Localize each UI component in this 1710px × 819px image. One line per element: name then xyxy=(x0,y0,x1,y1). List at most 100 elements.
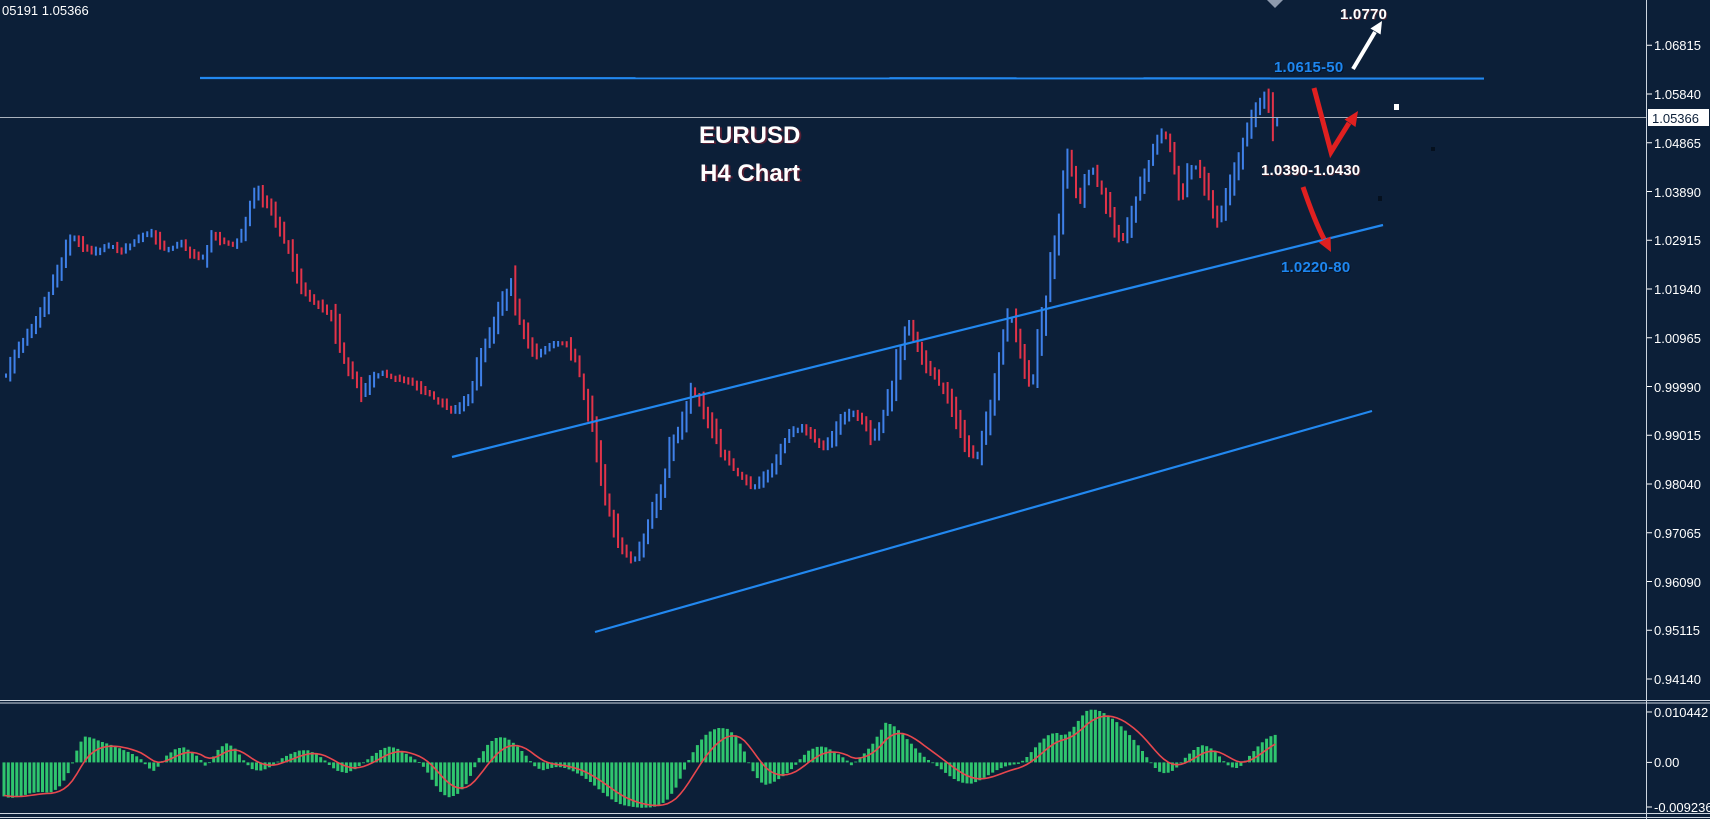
osma-histogram-bar xyxy=(1076,720,1080,763)
osma-histogram-bar xyxy=(832,751,836,763)
annotation-resistance-zone[interactable]: 1.0615-50 xyxy=(1274,59,1344,76)
osma-histogram-bar xyxy=(884,722,888,763)
osma-histogram-bar xyxy=(648,762,652,808)
osma-histogram-bar xyxy=(862,753,866,763)
osma-histogram-bar xyxy=(653,762,657,807)
osma-histogram-bar xyxy=(1141,751,1144,763)
osma-histogram-bar xyxy=(190,752,194,763)
osma-histogram-bar xyxy=(362,762,365,764)
osma-histogram-bar xyxy=(683,762,686,770)
osma-histogram-bar xyxy=(948,762,952,777)
price-tick-label: 0.95115 xyxy=(1654,623,1701,639)
osma-histogram-bar xyxy=(36,762,40,793)
osma-histogram-bar xyxy=(597,762,601,790)
osma-histogram-bar xyxy=(969,762,973,784)
osma-histogram-bar xyxy=(327,762,331,765)
osma-histogram-bar xyxy=(1145,757,1149,763)
osma-histogram-bar xyxy=(460,762,464,790)
osma-histogram-bar xyxy=(302,750,306,763)
osma-histogram-bar xyxy=(785,762,789,774)
osma-histogram-bar xyxy=(306,750,310,763)
osma-histogram-bar xyxy=(1012,762,1016,765)
channel-upper-line[interactable] xyxy=(451,223,1384,459)
osma-histogram-bar xyxy=(100,742,104,763)
osma-histogram-bar xyxy=(135,756,139,763)
channel-lower-line[interactable] xyxy=(594,409,1373,634)
price-tick-label: 1.06815 xyxy=(1654,38,1701,54)
red-down-arrow[interactable] xyxy=(1300,186,1331,252)
osma-histogram-bar xyxy=(6,762,10,798)
osma-histogram-bar xyxy=(520,751,524,763)
osma-histogram-bar xyxy=(113,746,117,763)
osma-histogram-bar xyxy=(1192,750,1196,763)
annotation-target-price[interactable]: 1.0770 xyxy=(1340,6,1388,23)
osma-histogram-bar xyxy=(661,762,665,803)
osma-histogram-bar xyxy=(41,762,44,793)
osma-histogram-bar xyxy=(417,762,421,763)
osma-histogram-bar xyxy=(631,762,635,807)
osma-histogram-bar xyxy=(952,762,956,779)
horizontal-resistance-line[interactable] xyxy=(199,76,1485,80)
osma-histogram-bar xyxy=(451,762,455,796)
chart-shift-marker-icon[interactable] xyxy=(1267,0,1283,8)
osma-histogram-bar xyxy=(614,762,618,802)
osma-histogram-bar xyxy=(610,762,614,800)
current-price-label: 1.05366 xyxy=(1652,111,1699,126)
osma-histogram-bar xyxy=(1132,739,1136,763)
osma-histogram-bar xyxy=(464,762,468,785)
osma-histogram-bar xyxy=(370,755,374,763)
osma-histogram-bar xyxy=(897,730,900,763)
osma-histogram-bar xyxy=(1068,731,1072,763)
osma-histogram-bar xyxy=(1158,762,1162,772)
osma-histogram-bar xyxy=(516,746,520,763)
osma-histogram-bar xyxy=(695,745,699,763)
osma-histogram-bar xyxy=(332,762,336,769)
osma-histogram-bar xyxy=(1213,751,1217,763)
osma-histogram-bar xyxy=(15,762,19,798)
osma-histogram-bar xyxy=(935,762,939,767)
osma-histogram-bar xyxy=(550,762,554,768)
osma-histogram-bar xyxy=(1123,730,1127,763)
osma-histogram-bar xyxy=(374,752,378,763)
osma-histogram-bar xyxy=(88,737,92,763)
white-up-arrow[interactable] xyxy=(1351,21,1382,71)
osma-histogram-bar xyxy=(1273,734,1277,763)
annotation-support-zone-1[interactable]: 1.0390-1.0430 xyxy=(1261,162,1361,179)
osma-histogram-bar xyxy=(336,762,340,771)
candlestick-series xyxy=(5,88,1279,564)
osma-histogram-bar xyxy=(2,762,6,797)
osma-histogram-bar xyxy=(606,762,609,797)
osma-histogram-bar xyxy=(83,736,87,763)
osma-histogram-bar xyxy=(914,748,918,763)
osma-histogram-bar xyxy=(58,762,62,787)
trendline-objects[interactable] xyxy=(0,76,1646,634)
osma-histogram-bar xyxy=(319,757,323,763)
price-tick-label: 1.01940 xyxy=(1654,282,1701,297)
osma-histogram-bar xyxy=(1183,757,1187,763)
osma-histogram-bar xyxy=(991,762,995,773)
osma-histogram-bar xyxy=(755,762,759,779)
red-pullback-arrow[interactable] xyxy=(1311,87,1358,159)
osma-histogram-bar xyxy=(1230,762,1234,768)
osma-histogram-bar xyxy=(1196,747,1200,763)
osma-histogram-bar xyxy=(1226,762,1230,766)
osma-histogram-bar xyxy=(53,762,57,790)
osma-histogram-bar xyxy=(918,752,922,763)
osma-histogram-bar xyxy=(310,752,314,763)
osma-histogram-bar xyxy=(212,756,216,763)
osma-histogram-bar xyxy=(126,751,130,763)
osma-histogram-bar xyxy=(62,762,66,781)
price-tick-label: 1.04865 xyxy=(1654,135,1701,151)
osma-histogram-bar xyxy=(730,732,734,763)
osma-histogram-bar xyxy=(237,754,241,763)
annotation-support-zone-2[interactable]: 1.0220-80 xyxy=(1281,259,1351,276)
osma-histogram-bar xyxy=(777,762,781,780)
osma-histogram-bar xyxy=(768,762,772,784)
osma-histogram-bar xyxy=(1153,762,1157,768)
osma-histogram-bar xyxy=(285,755,288,763)
osma-histogram-bar xyxy=(802,754,806,763)
osma-histogram-bar xyxy=(477,757,481,763)
osma-histogram-bar xyxy=(618,762,622,805)
osma-histogram-bar xyxy=(956,762,960,782)
